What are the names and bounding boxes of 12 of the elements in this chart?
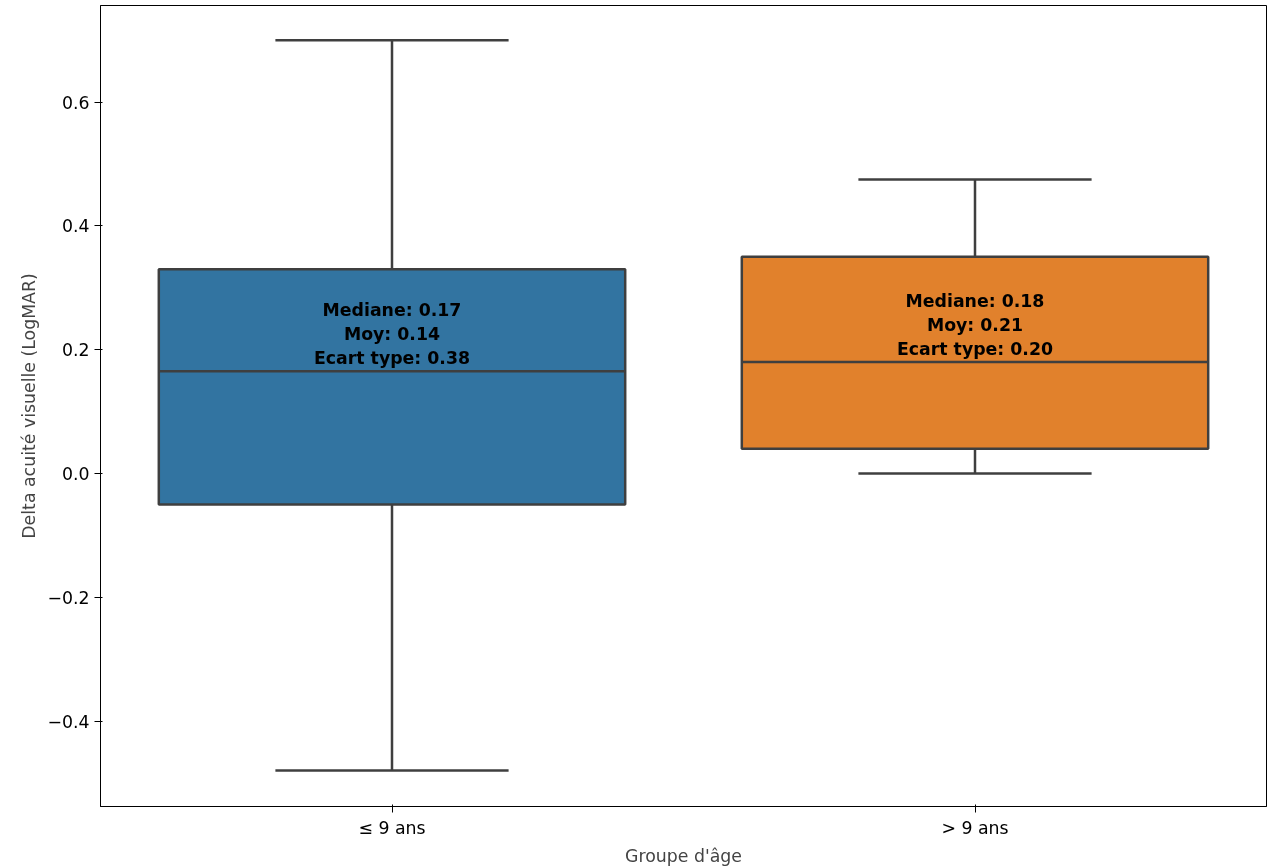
x-tick-label: ≤ 9 ans <box>358 817 426 838</box>
y-tick-label: −0.4 <box>47 711 90 732</box>
annotation: Mediane: 0.18 Moy: 0.21 Ecart type: 0.20 <box>896 290 1054 359</box>
y-tick-label: 0.0 <box>61 463 90 484</box>
x-tick-label: > 9 ans <box>941 817 1009 838</box>
annotation: Mediane: 0.17 Moy: 0.14 Ecart type: 0.38 <box>313 300 471 369</box>
y-tick-label: 0.2 <box>61 340 90 361</box>
x-axis-title: Groupe d'âge <box>625 845 742 866</box>
y-tick-label: 0.4 <box>61 216 90 237</box>
y-axis-title: Delta acuité visuelle (LogMAR) <box>19 273 40 539</box>
y-tick-label: −0.2 <box>47 587 90 608</box>
y-tick-label: 0.6 <box>61 92 90 113</box>
